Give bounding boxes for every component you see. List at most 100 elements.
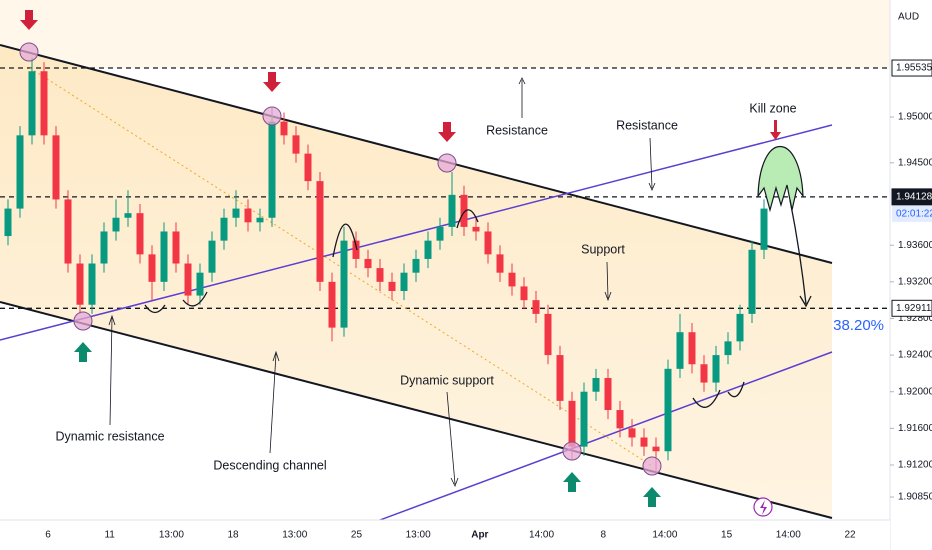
candle-body — [364, 258, 372, 269]
candle-body — [352, 240, 360, 259]
candle-body — [340, 240, 348, 328]
x-tick-label: 11 — [104, 530, 115, 541]
candle-body — [328, 281, 336, 328]
candle-body — [316, 181, 324, 282]
y-tick-label: 1.90850 — [898, 492, 932, 503]
candle-body — [52, 135, 60, 200]
candle-body — [100, 231, 108, 264]
dynamic-resistance-line — [0, 124, 833, 341]
hump — [144, 304, 166, 314]
touch-circle — [642, 456, 662, 476]
y-tick-label: 1.93200 — [898, 276, 932, 287]
candle-body — [388, 281, 396, 291]
pointer — [269, 350, 280, 454]
candle-body — [4, 208, 12, 237]
candle-body — [460, 194, 468, 227]
candle-body — [232, 208, 240, 218]
y-tick-label: 1.92800 — [898, 313, 932, 324]
x-tick-label: 6 — [45, 530, 51, 541]
touch-circle — [562, 441, 582, 461]
countdown-box — [892, 205, 932, 222]
fib-label: 38.20% — [833, 317, 884, 334]
hump — [182, 291, 208, 307]
candle-body — [244, 208, 252, 223]
candle-body — [604, 377, 612, 411]
y-tick-label: 1.94500 — [898, 157, 932, 168]
annotation: Resistance — [616, 118, 678, 132]
y-tick-label: 1.93600 — [898, 240, 932, 251]
arrow-head — [799, 295, 812, 308]
up-arrow — [563, 472, 581, 492]
candle-body — [760, 208, 768, 250]
countdown: 02:01:22 — [896, 209, 932, 220]
candle-body — [592, 377, 600, 392]
currency: AUD — [898, 12, 919, 23]
x-tick-label: 14:00 — [652, 530, 677, 541]
pointer — [446, 391, 459, 487]
y-tick-label: 1.91200 — [898, 460, 932, 471]
candle-body — [40, 71, 48, 136]
x-tick-label: 14:00 — [776, 530, 801, 541]
y-tick-label: 1.91600 — [898, 423, 932, 434]
annotation: Resistance — [486, 123, 548, 137]
down-arrow — [770, 120, 781, 140]
candle-body — [304, 153, 312, 182]
candle-body — [196, 272, 204, 296]
candle-body — [268, 121, 276, 218]
hump — [727, 381, 745, 398]
candle-body — [688, 332, 696, 365]
x-tick-label: 13:00 — [406, 530, 431, 541]
candle-body — [124, 213, 132, 218]
x-tick-label: 18 — [228, 530, 240, 541]
hump — [456, 209, 479, 229]
y-tick-label: 1.95000 — [898, 112, 932, 123]
candle-body — [28, 71, 36, 136]
up-arrow — [643, 487, 661, 507]
x-tick-label: Apr — [471, 530, 488, 541]
touch-circle — [19, 42, 39, 62]
candle-body — [508, 272, 516, 287]
candle-body — [544, 313, 552, 356]
fib-line — [29, 67, 653, 467]
candle-body — [424, 240, 432, 259]
y-tick-label: 1.92000 — [898, 386, 932, 397]
candle-body — [412, 258, 420, 273]
candle-body — [16, 135, 24, 209]
candle-body — [484, 231, 492, 255]
candle-body — [292, 135, 300, 154]
annotation: Kill zone — [749, 101, 796, 115]
candle-body — [568, 400, 576, 447]
candle-body — [64, 199, 72, 264]
candle-body — [136, 213, 144, 255]
candle-body — [88, 263, 96, 305]
pointer — [108, 314, 116, 426]
x-tick-label: 8 — [600, 530, 606, 541]
candle-body — [712, 355, 720, 383]
candle-body — [676, 332, 684, 369]
candle-body — [184, 263, 192, 296]
level-label: 1.95535 — [896, 63, 932, 74]
x-tick-label: 13:00 — [159, 530, 184, 541]
candle-body — [616, 410, 624, 429]
pointer — [648, 137, 656, 192]
candle-body — [556, 355, 564, 401]
down-arrow — [263, 72, 281, 92]
level-box — [891, 188, 932, 206]
annotation: Support — [581, 242, 625, 256]
x-tick-label: 15 — [721, 530, 733, 541]
candle-body — [748, 249, 756, 314]
level-box — [891, 299, 932, 317]
candle-body — [580, 391, 588, 447]
channel-top — [0, 44, 833, 264]
candle-body — [448, 194, 456, 227]
candle-body — [148, 254, 156, 282]
x-tick-label: 14:00 — [529, 530, 554, 541]
candle-body — [652, 446, 660, 452]
event-bolt — [760, 500, 767, 515]
candle-body — [736, 313, 744, 342]
touch-circle — [262, 106, 282, 126]
candle-body — [628, 428, 636, 438]
x-tick-label: 13:00 — [282, 530, 307, 541]
candle-body — [700, 364, 708, 383]
candle-body — [172, 231, 180, 264]
